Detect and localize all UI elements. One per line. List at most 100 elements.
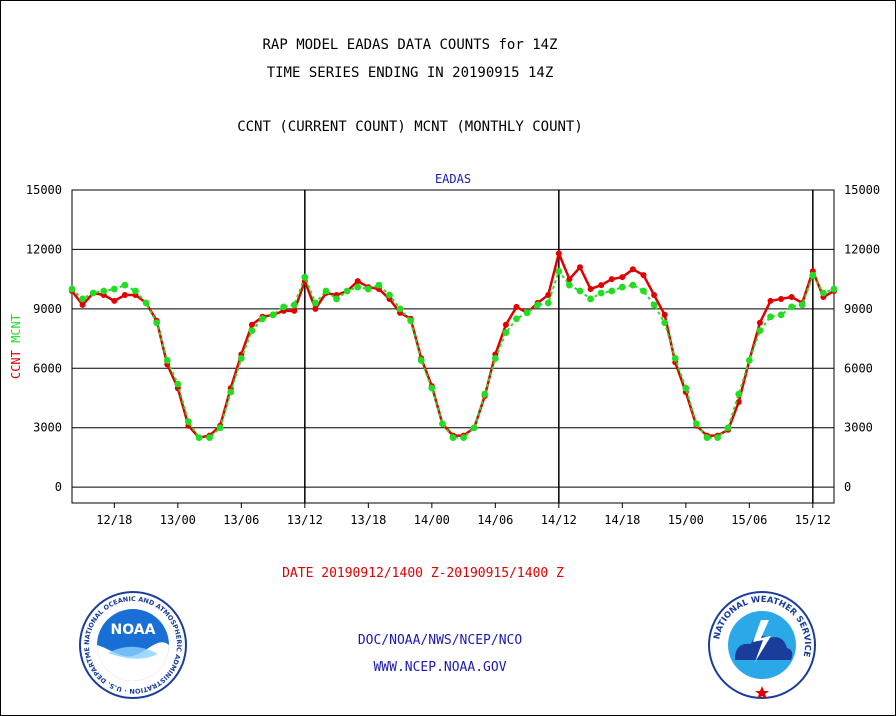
point-mcnt (195, 434, 203, 442)
point-mcnt (407, 317, 415, 325)
point-mcnt (523, 309, 531, 317)
point-mcnt (640, 287, 647, 295)
point-mcnt (79, 295, 86, 303)
x-tick-label: 13/18 (350, 513, 386, 527)
noaa-logo-icon: NATIONAL OCEANIC AND ATMOSPHERIC ADMINIS… (78, 590, 187, 699)
y-tick-label-right: 12000 (844, 242, 880, 256)
point-mcnt (650, 301, 658, 309)
x-tick-label: 15/12 (795, 513, 831, 527)
point-mcnt (396, 305, 404, 313)
point-ccnt (756, 319, 763, 326)
point-mcnt (248, 327, 256, 335)
y-tick-label-left: 12000 (26, 242, 62, 256)
point-mcnt (491, 354, 499, 362)
point-mcnt (566, 281, 573, 289)
point-mcnt (470, 424, 478, 432)
point-mcnt (618, 283, 626, 291)
point-mcnt (809, 271, 817, 279)
x-tick-label: 14/12 (541, 513, 577, 527)
series-line-mcnt (71, 269, 835, 439)
point-mcnt (449, 434, 457, 442)
x-tick-label: 15/06 (731, 513, 767, 527)
point-mcnt (597, 289, 605, 297)
point-ccnt (640, 272, 647, 279)
point-mcnt (439, 420, 446, 428)
point-mcnt (798, 301, 806, 309)
point-mcnt (142, 299, 150, 307)
point-mcnt (534, 301, 542, 309)
point-mcnt (237, 354, 245, 362)
point-ccnt (121, 291, 128, 298)
chart-area: 0 0 3000 3000 6000 6000 9000 9000 12000 12000 1500… (9, 172, 880, 527)
point-ccnt (587, 286, 594, 293)
plot-frame (71, 189, 835, 504)
point-mcnt (788, 303, 796, 311)
point-mcnt (756, 327, 764, 335)
point-mcnt (185, 418, 192, 426)
point-mcnt (301, 273, 309, 281)
point-mcnt (163, 356, 171, 364)
point-ccnt (291, 307, 298, 314)
date-range-label: DATE 20190912/1400 Z-20190915/1400 Z (282, 566, 564, 581)
point-mcnt (132, 287, 139, 295)
point-mcnt (661, 319, 669, 327)
y-tick-label-left: 6000 (33, 361, 62, 375)
y-tick-label-left: 0 (55, 480, 62, 494)
point-mcnt (608, 287, 616, 295)
point-ccnt (513, 303, 520, 310)
point-mcnt (259, 315, 266, 323)
footer-org-label: DOC/NOAA/NWS/NCEP/NCO (357, 633, 523, 648)
point-mcnt (110, 285, 118, 293)
x-tick-label: 14/18 (604, 513, 640, 527)
y-tick-label-left: 3000 (33, 421, 62, 435)
point-ccnt (111, 297, 118, 304)
point-ccnt (778, 295, 785, 302)
point-ccnt (555, 250, 562, 257)
point-mcnt (333, 295, 340, 303)
point-mcnt (724, 424, 732, 432)
chart-title-line2: TIME SERIES ENDING IN 20190915 14Z (266, 65, 554, 81)
y-tick-label-left: 15000 (26, 183, 62, 197)
y-tick-label-right: 9000 (844, 302, 873, 316)
point-mcnt (820, 289, 827, 297)
point-mcnt (386, 291, 393, 299)
point-mcnt (206, 434, 213, 442)
x-tick-label: 14/06 (477, 513, 513, 527)
point-mcnt (269, 311, 277, 319)
point-ccnt (735, 398, 742, 405)
point-mcnt (428, 384, 436, 392)
noaa-logo-text: NOAA (111, 622, 156, 638)
point-mcnt (576, 287, 584, 295)
point-ccnt (619, 274, 626, 281)
point-ccnt (248, 321, 255, 328)
point-mcnt (280, 303, 288, 311)
point-mcnt (354, 283, 362, 291)
point-mcnt (322, 287, 330, 295)
point-ccnt (577, 264, 583, 271)
point-mcnt (714, 434, 721, 442)
point-mcnt (121, 281, 129, 289)
point-ccnt (566, 276, 573, 283)
point-mcnt (290, 301, 298, 309)
y-tick-label-right: 3000 (844, 421, 873, 435)
point-ccnt (545, 291, 552, 298)
point-mcnt (671, 354, 679, 362)
point-mcnt (767, 313, 774, 321)
x-tick-label: 13/06 (223, 513, 259, 527)
point-mcnt (312, 299, 319, 307)
point-mcnt (481, 390, 489, 398)
point-ccnt (629, 266, 636, 273)
point-mcnt (364, 285, 372, 293)
point-mcnt (629, 281, 637, 289)
x-tick-label: 12/18 (96, 513, 132, 527)
point-mcnt (544, 299, 552, 307)
point-mcnt (703, 434, 711, 442)
chart-title-line1: RAP MODEL EADAS DATA COUNTS for 14Z (262, 37, 558, 53)
point-mcnt (89, 289, 97, 297)
point-mcnt (174, 380, 182, 388)
point-mcnt (777, 311, 785, 319)
x-tick-label: 13/00 (160, 513, 196, 527)
nws-logo-icon: NATIONAL WEATHER SERVICE (708, 591, 816, 699)
point-mcnt (68, 285, 76, 293)
point-ccnt (79, 301, 86, 308)
